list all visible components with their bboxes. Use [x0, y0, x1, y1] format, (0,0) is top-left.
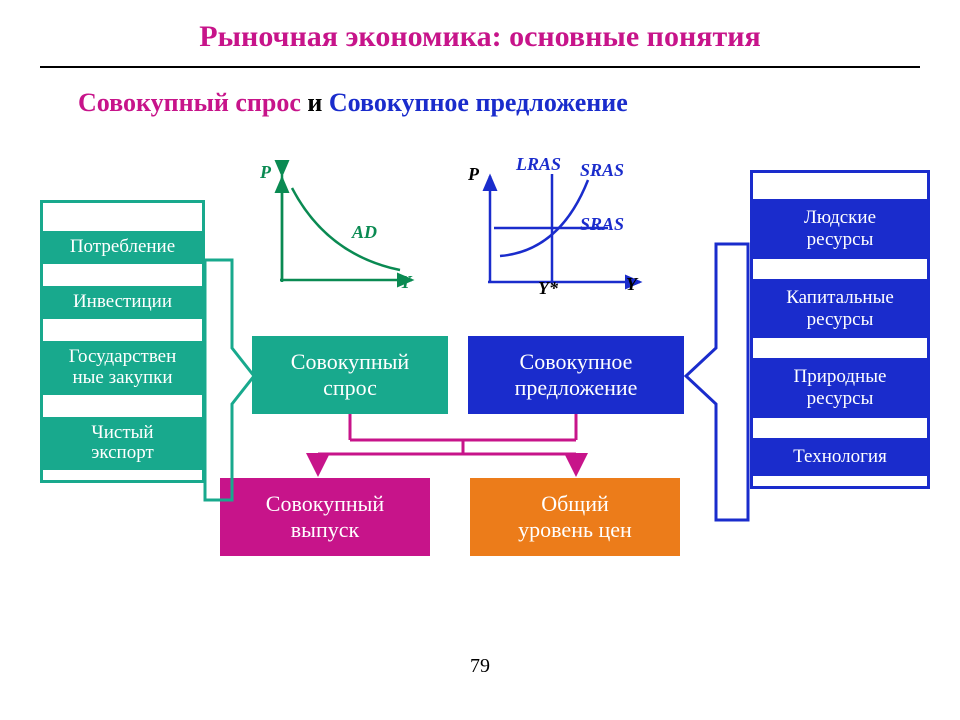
demand-component: Чистый экспорт — [43, 417, 202, 471]
supply-factor: Природные ресурсы — [753, 358, 927, 418]
demand-components-column: Потребление Инвестиции Государствен ные … — [40, 200, 205, 483]
supply-factor: Людские ресурсы — [753, 199, 927, 259]
supply-factor: Технология — [753, 438, 927, 476]
demand-component: Инвестиции — [43, 286, 202, 319]
supply-factors-frame: Людские ресурсы Капитальные ресурсы Прир… — [750, 170, 930, 489]
demand-component: Потребление — [43, 231, 202, 264]
page-number: 79 — [0, 655, 960, 678]
price-level-box: Общий уровень цен — [470, 478, 680, 556]
supply-factor: Капитальные ресурсы — [753, 279, 927, 339]
aggregate-output-box: Совокупный выпуск — [220, 478, 430, 556]
as-chart-ystar-label: Y* — [538, 278, 558, 299]
arrow-right-to-supply — [686, 244, 748, 520]
subtitle: Совокупный спрос и Совокупное предложени… — [78, 88, 628, 118]
ad-chart-p-label: P — [260, 162, 271, 183]
as-chart-sras-label: SRAS — [580, 160, 624, 181]
page-title: Рыночная экономика: основные понятия — [60, 20, 900, 54]
title-underline — [40, 66, 920, 68]
subtitle-demand: Совокупный спрос — [78, 88, 301, 117]
ad-chart — [280, 175, 412, 282]
as-chart-sras2-label: SRAS — [580, 214, 624, 235]
arrow-left-to-demand — [205, 260, 254, 500]
aggregate-supply-box: Совокупное предложение — [468, 336, 684, 414]
subtitle-supply: Совокупное предложение — [329, 88, 628, 117]
as-chart-y-label: Y — [626, 274, 637, 295]
aggregate-demand-box: Совокупный спрос — [252, 336, 448, 414]
ad-chart-y-label: Y — [400, 272, 411, 293]
demand-component: Государствен ные закупки — [43, 341, 202, 395]
supply-factors-column: Людские ресурсы Капитальные ресурсы Прир… — [750, 170, 930, 489]
center-connectors — [318, 414, 576, 474]
demand-components-frame: Потребление Инвестиции Государствен ные … — [40, 200, 205, 483]
as-chart-p-label: P — [468, 164, 479, 185]
subtitle-and: и — [301, 88, 329, 117]
as-chart-lras-label: LRAS — [516, 154, 561, 175]
ad-chart-ad-label: AD — [352, 222, 377, 243]
